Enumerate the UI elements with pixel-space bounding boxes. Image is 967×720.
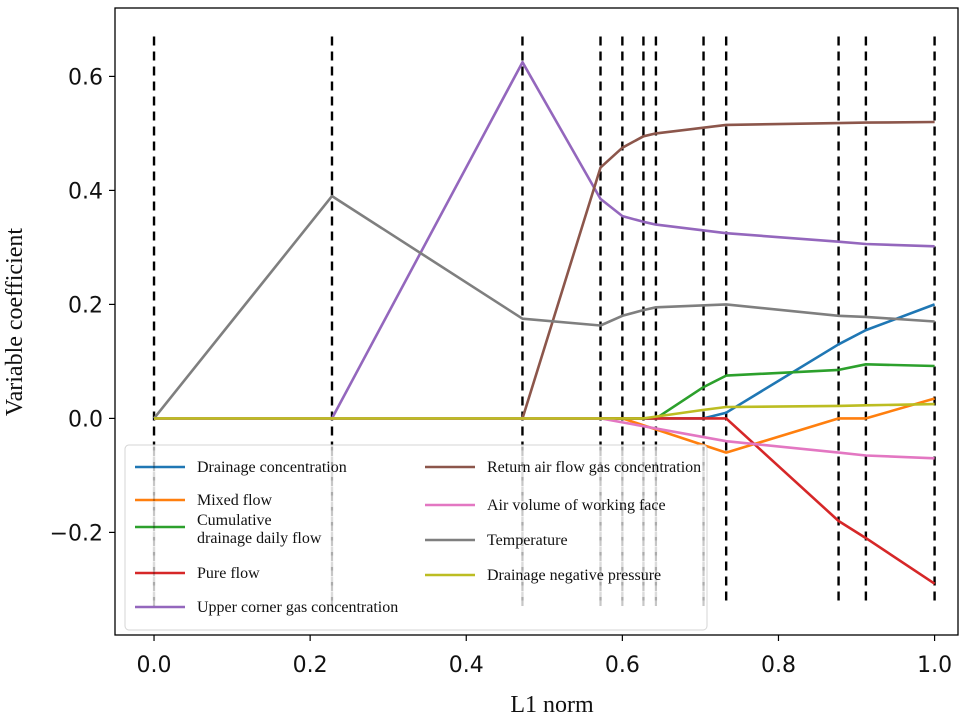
x-tick-label-2: 0.4: [449, 653, 484, 678]
y-axis-label: Variable coefficient: [2, 228, 28, 416]
series-lines: [152, 60, 936, 585]
x-axis-label: L1 norm: [510, 692, 594, 718]
series-line-5: [154, 120, 935, 420]
legend-box: [124, 444, 708, 631]
vertical-lines: [152, 36, 936, 607]
series-line-8: [154, 402, 935, 420]
x-tick-label-1: 0.2: [293, 653, 328, 678]
x-tick-label-0: 0.0: [137, 653, 172, 678]
legend-label-2-1: drainage daily flow: [197, 530, 322, 547]
y-tick-label-4: 0.6: [68, 65, 103, 90]
legend-label-0: Drainage concentration: [197, 459, 347, 476]
legend-label-5: Return air flow gas concentration: [487, 459, 701, 476]
legend: Drainage concentration Mixed flow Cumulati…: [124, 444, 708, 631]
x-tick-label-4: 0.8: [761, 653, 796, 678]
legend-label-6: Air volume of working face: [487, 497, 666, 514]
x-tick-label-5: 1.0: [917, 653, 952, 678]
y-tick-label-3: 0.4: [68, 179, 103, 204]
vertical-lines-over-legend: [152, 447, 705, 607]
axis-ticks: 0.0 0.2 0.4 0.6 0.8 1.0 −0.2 0.0 0.2 0.4 0.6: [50, 65, 953, 678]
y-tick-label-2: 0.2: [68, 293, 103, 318]
series-line-4: [154, 60, 935, 420]
series-line-7: [152, 194, 935, 420]
series-line-2: [154, 362, 935, 420]
legend-label-2-0: Cumulative: [197, 512, 272, 529]
x-tick-label-3: 0.6: [605, 653, 640, 678]
legend-label-7: Temperature: [487, 532, 568, 549]
y-tick-label-0: −0.2: [50, 521, 103, 546]
legend-label-8: Drainage negative pressure: [487, 567, 661, 584]
legend-label-3: Pure flow: [197, 565, 260, 582]
y-tick-label-1: 0.0: [68, 407, 103, 432]
legend-label-4: Upper corner gas concentration: [197, 599, 398, 616]
legend-label-1: Mixed flow: [197, 492, 273, 509]
plot-frame: [114, 7, 959, 636]
